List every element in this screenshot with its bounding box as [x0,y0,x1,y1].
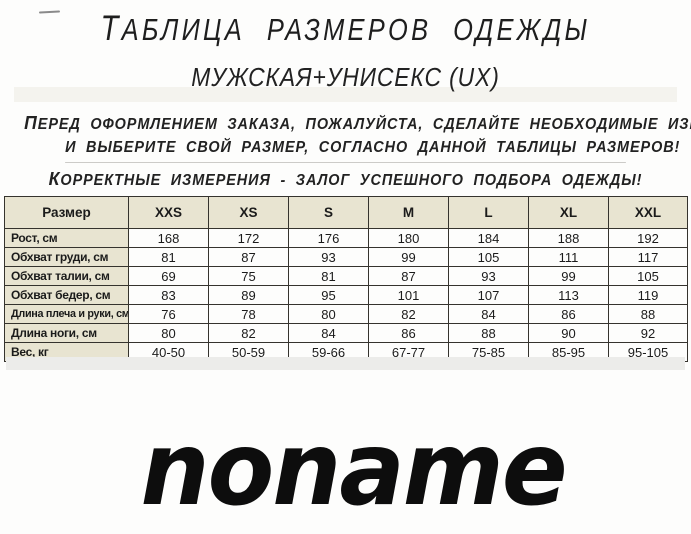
table-cell: 119 [608,285,688,305]
scan-artifact-dash [38,10,61,14]
scan-band-2 [6,357,685,370]
table-cell: 111 [528,247,609,267]
table-cell: 80 [288,304,369,324]
table-cell: 78 [208,304,289,324]
table-cell: 188 [528,228,609,248]
table-cell: 89 [208,285,289,305]
table-cell: 176 [288,228,369,248]
table-cell: 117 [608,247,688,267]
row-label: Длина плеча и руки, см [4,304,129,324]
table-cell: 88 [448,323,529,343]
table-cell: 76 [128,304,209,324]
row-label: Обхват груди, см [4,247,129,267]
table-row-height: Рост, см 168 172 176 180 184 188 192 [4,228,688,248]
table-row-waist: Обхват талии, см 69 75 81 87 93 99 105 [4,266,688,286]
table-cell: 105 [448,247,529,267]
table-cell: 82 [368,304,449,324]
row-label: Длина ноги, см [4,323,129,343]
row-label: Обхват бедер, см [4,285,129,305]
table-cell: 93 [448,266,529,286]
table-cell: 168 [128,228,209,248]
table-cell: 88 [608,304,688,324]
table-cell: 113 [528,285,609,305]
column-header-size: Размер [4,196,129,229]
table-cell: 83 [128,285,209,305]
table-cell: 192 [608,228,688,248]
table-cell: 86 [368,323,449,343]
table-cell: 180 [368,228,449,248]
table-cell: 81 [128,247,209,267]
size-table: Размер XXS XS S M L XL XXL Рост, см 168 … [4,196,688,362]
table-cell: 184 [448,228,529,248]
column-header-xxl: XXL [608,196,688,229]
table-cell: 84 [448,304,529,324]
page-title: ТАБЛИЦА РАЗМЕРОВ ОДЕЖДЫ [100,9,591,48]
column-header-l: L [448,196,529,229]
table-cell: 82 [208,323,289,343]
row-label: Обхват талии, см [4,266,129,286]
table-cell: 105 [608,266,688,286]
table-cell: 93 [288,247,369,267]
table-cell: 99 [368,247,449,267]
instruction-line-3: КОРРЕКТНЫЕ ИЗМЕРЕНИЯ - ЗАЛОГ УСПЕШНОГО П… [48,169,643,190]
table-cell: 101 [368,285,449,305]
table-cell: 84 [288,323,369,343]
table-row-chest: Обхват груди, см 81 87 93 99 105 111 117 [4,247,688,267]
instruction-text: ПЕРЕД ОФОРМЛЕНИЕМ ЗАКАЗА, ПОЖАЛУЙСТА, СД… [24,112,691,163]
table-cell: 87 [368,266,449,286]
table-row-leg-length: Длина ноги, см 80 82 84 86 88 90 92 [4,323,688,343]
table-cell: 107 [448,285,529,305]
column-header-xl: XL [528,196,609,229]
table-cell: 81 [288,266,369,286]
column-header-xs: XS [208,196,289,229]
table-row-hips: Обхват бедер, см 83 89 95 101 107 113 11… [4,285,688,305]
table-header-row: Размер XXS XS S M L XL XXL [4,196,688,229]
table-cell: 87 [208,247,289,267]
column-header-s: S [288,196,369,229]
column-header-xxs: XXS [128,196,209,229]
table-cell: 86 [528,304,609,324]
page-subtitle: МУЖСКАЯ+УНИСЕКС (UX) [191,62,500,92]
table-cell: 99 [528,266,609,286]
instruction-line-2: И ВЫБЕРИТЕ СВОЙ РАЗМЕР, СОГЛАСНО ДАННОЙ … [65,136,679,163]
row-label: Рост, см [4,228,129,248]
scan-band [14,87,677,102]
table-cell: 80 [128,323,209,343]
table-cell: 172 [208,228,289,248]
column-header-m: M [368,196,449,229]
brand-logo: noname [140,410,567,529]
table-cell: 69 [128,266,209,286]
table-row-arm-length: Длина плеча и руки, см 76 78 80 82 84 86… [4,304,688,324]
table-cell: 75 [208,266,289,286]
table-cell: 92 [608,323,688,343]
table-cell: 90 [528,323,609,343]
table-cell: 95 [288,285,369,305]
instruction-line-1: ПЕРЕД ОФОРМЛЕНИЕМ ЗАКАЗА, ПОЖАЛУЙСТА, СД… [24,113,691,134]
